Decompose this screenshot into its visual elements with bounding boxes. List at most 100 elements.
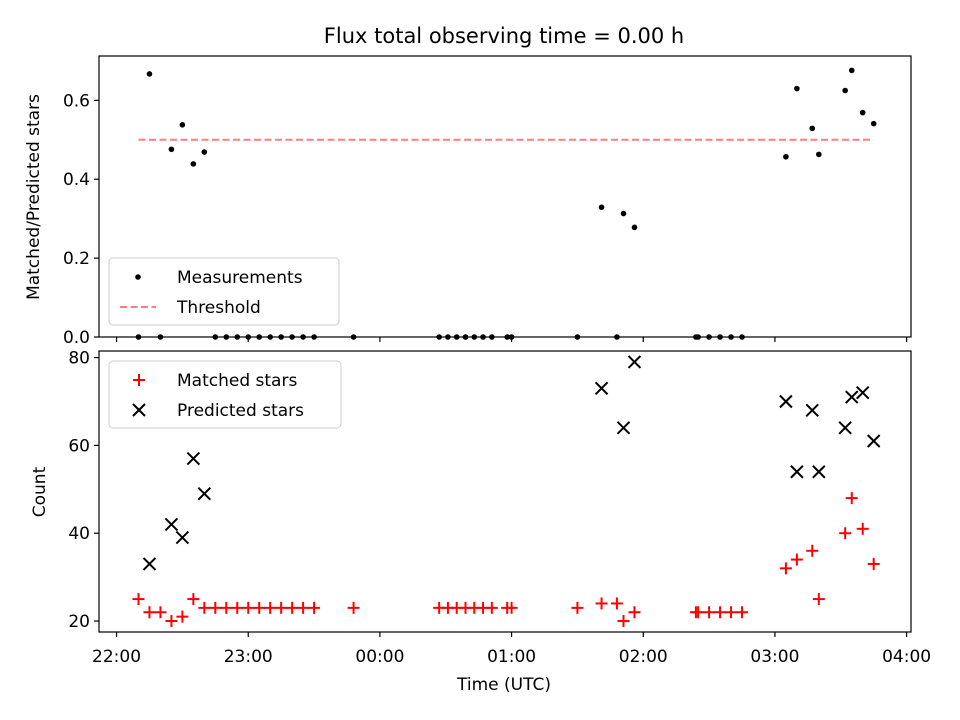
bottom-xtick-label: 23:00 (224, 647, 273, 667)
x-axis-label: Time (UTC) (456, 675, 551, 695)
measurement-point (816, 151, 822, 158)
predicted-star-marker (197, 486, 212, 501)
bottom-ytick-label: 80 (68, 349, 90, 369)
matched-star-marker (571, 601, 584, 614)
bottom-y-axis-label: Count (30, 466, 50, 517)
measurement-point (859, 109, 866, 116)
predicted-star-marker (594, 381, 609, 396)
matched-star-marker (505, 601, 518, 614)
matched-star-marker (714, 606, 727, 619)
bottom-xtick-label: 22:00 (92, 647, 141, 667)
predicted-star-marker (790, 465, 804, 479)
matched-star-marker (143, 606, 156, 619)
top-axes-frame (98, 55, 912, 338)
measurement-point (809, 125, 816, 132)
measurement-point (190, 161, 197, 167)
bottom-xticks-layer: 22:00 23:00 00:00 01:00 02:00 03:00 04:00 (92, 632, 931, 667)
bottom-xtick-label: 00:00 (355, 647, 404, 667)
measurement-point (201, 149, 208, 155)
predicted-star-marker (838, 421, 852, 435)
top-ytick-label: 0.6 (63, 91, 90, 111)
measurement-point (168, 146, 175, 153)
legend-predicted-label: Predicted stars (177, 401, 304, 421)
bottom-yticks-layer: 20 40 60 80 (68, 349, 99, 632)
predicted-star-marker (142, 557, 157, 571)
matched-star-marker (286, 601, 299, 614)
bottom-legend: Matched stars Predicted stars (108, 360, 342, 429)
matched-star-marker (154, 606, 167, 619)
matched-star-marker (839, 527, 852, 540)
matched-star-marker (242, 601, 255, 614)
matched-star-marker (610, 597, 623, 610)
matched-star-marker (253, 601, 266, 614)
legend-measurements-label: Measurements (177, 268, 303, 288)
matched-star-marker (308, 601, 321, 614)
matched-star-marker (485, 601, 498, 614)
matched-star-marker (790, 553, 803, 566)
top-xticks-layer (115, 337, 908, 342)
predicted-star-marker (627, 355, 642, 369)
bottom-xtick-label: 01:00 (487, 647, 536, 667)
matched-star-marker (845, 492, 858, 505)
matched-star-marker (297, 601, 310, 614)
bottom-ytick-label: 40 (68, 524, 90, 544)
matched-star-marker (628, 606, 641, 619)
top-legend: Measurements Threshold (108, 257, 340, 326)
top-ytick-label: 0.2 (63, 249, 90, 269)
top-y-axis-label: Matched/Predicted stars (24, 94, 44, 300)
bottom-axes-frame (98, 350, 912, 633)
matched-star-marker (231, 601, 244, 614)
bottom-points-layer (132, 355, 881, 628)
matched-star-marker (176, 610, 189, 623)
measurement-point (783, 153, 789, 160)
bottom-xtick-label: 03:00 (750, 647, 799, 667)
predicted-star-marker (779, 394, 793, 409)
legend-matched-marker (133, 374, 145, 386)
legend-measurements-marker (135, 274, 141, 280)
matched-star-marker (736, 606, 749, 619)
matched-star-marker (812, 593, 825, 606)
matched-star-marker (856, 522, 869, 535)
legend-matched-label: Matched stars (177, 371, 297, 391)
matched-star-marker (220, 601, 233, 614)
top-legend-box (108, 257, 340, 326)
measurement-point (179, 122, 186, 128)
legend-predicted-marker (132, 403, 146, 417)
matched-star-marker (867, 557, 880, 570)
matched-star-marker (595, 597, 608, 610)
predicted-star-marker (616, 421, 631, 435)
matched-star-marker (132, 593, 145, 606)
predicted-star-marker (164, 517, 179, 532)
matched-star-marker (806, 544, 819, 557)
predicted-star-marker (845, 390, 859, 404)
measurement-point (870, 120, 877, 127)
top-panel: 0.0 0.2 0.4 0.6 Matched/Predicted stars Mea… (24, 55, 912, 348)
top-yticks-layer: 0.0 0.2 0.4 0.6 (63, 91, 99, 348)
measurement-point (842, 87, 848, 94)
predicted-star-marker (866, 434, 881, 448)
predicted-star-marker (812, 465, 826, 479)
matched-star-marker (165, 615, 178, 628)
matched-star-marker (209, 601, 222, 614)
measurement-point (848, 67, 855, 74)
matched-star-marker (347, 601, 360, 614)
matched-star-marker (264, 601, 277, 614)
matched-star-marker (725, 606, 738, 619)
bottom-legend-box (108, 360, 342, 429)
matched-star-marker (187, 593, 200, 606)
measurement-point (620, 210, 627, 217)
matched-star-marker (692, 606, 705, 619)
matched-star-marker (617, 615, 630, 628)
top-chart-title: Flux total observing time = 0.00 h (324, 24, 684, 48)
matched-star-marker (703, 606, 716, 619)
matched-star-marker (779, 562, 792, 575)
legend-threshold-label: Threshold (176, 298, 261, 318)
bottom-xtick-label: 04:00 (882, 647, 931, 667)
bottom-xtick-label: 02:00 (619, 647, 668, 667)
matched-star-marker (198, 601, 211, 614)
predicted-star-marker (805, 403, 819, 417)
bottom-panel: 20 40 60 80 22:00 23:00 00:00 01:00 02:00 03:00 0… (30, 349, 931, 695)
measurement-point (631, 224, 638, 231)
